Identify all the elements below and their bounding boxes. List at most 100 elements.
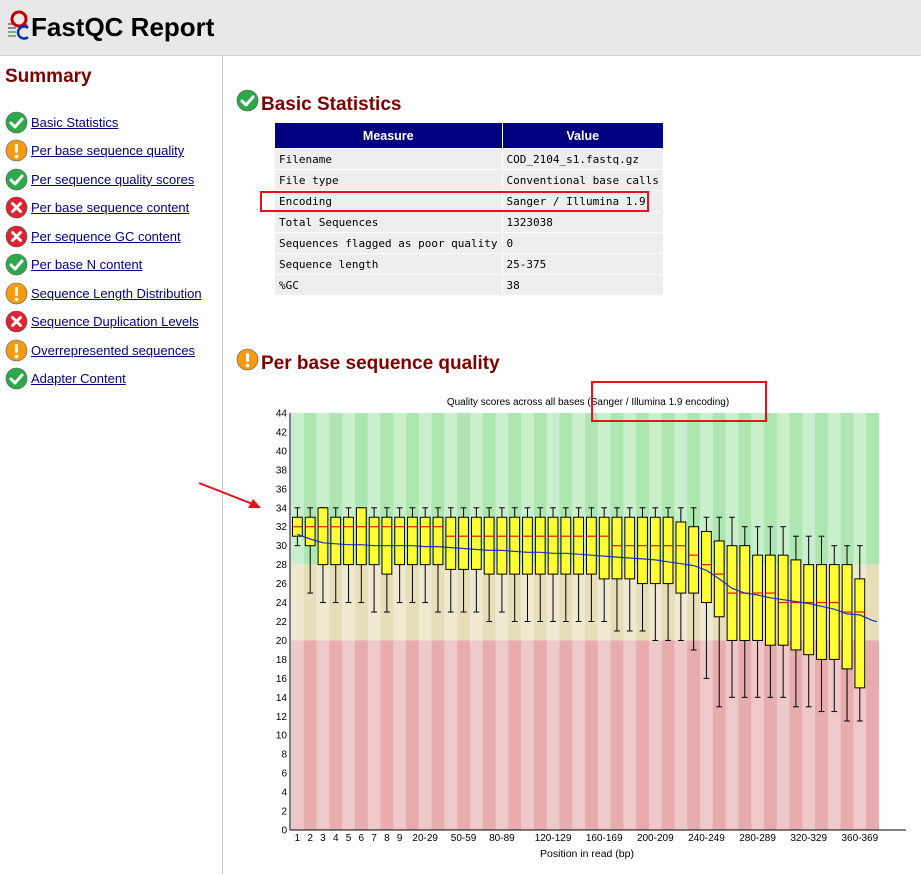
fail-icon	[5, 225, 28, 248]
value-cell: 38	[501, 274, 664, 296]
nav-item: Per sequence GC content	[5, 222, 202, 251]
nav-link[interactable]: Per sequence GC content	[31, 228, 181, 244]
y-tick-label: 26	[276, 579, 288, 590]
quartile-box	[534, 516, 546, 575]
nav-item: Overrepresented sequences	[5, 336, 202, 365]
measure-cell: Total Sequences	[274, 211, 503, 233]
pass-icon	[5, 111, 28, 134]
report-main: 0 2 4 6 8 10 12 14 16 18 20 22 24 26 28 30 32 34 36 38 40 42 4…	[198, 56, 921, 874]
x-tick-label: 2	[307, 833, 313, 844]
quartile-box	[649, 516, 661, 585]
column-stripe	[418, 413, 432, 830]
table-row: Sequence length 25-375	[274, 253, 664, 275]
nav-item: Per sequence quality scores	[5, 165, 202, 194]
value-cell: 1323038	[501, 211, 664, 233]
poor-quality-zone	[291, 640, 879, 830]
column-stripe	[367, 413, 381, 830]
x-tick-label: 20-29	[412, 833, 438, 844]
column-stripe	[316, 413, 330, 830]
y-tick-label: 24	[276, 598, 288, 609]
x-tick-label: 8	[384, 833, 390, 844]
y-tick-label: 42	[276, 427, 288, 438]
x-tick-label: 240-249	[688, 833, 725, 844]
quartile-box	[522, 516, 533, 575]
y-tick-label: 34	[276, 503, 288, 514]
encoding-title-highlight-box	[591, 381, 767, 422]
summary-heading: Summary	[5, 66, 92, 87]
quartile-box	[330, 516, 342, 566]
quartile-box	[637, 516, 648, 585]
x-tick-label: 50-59	[451, 833, 477, 844]
column-stripe	[495, 413, 509, 830]
quartile-box	[675, 521, 687, 594]
y-tick-label: 40	[276, 446, 288, 457]
value-cell: 0	[501, 232, 664, 254]
value-column-header: Value	[501, 122, 664, 149]
value-cell: 25-375	[501, 253, 664, 275]
nav-link[interactable]: Per base sequence quality	[31, 143, 185, 159]
x-tick-label: 280-289	[739, 833, 776, 844]
quartile-box	[343, 516, 354, 566]
encoding-highlight-box	[260, 191, 649, 212]
quartile-box	[547, 516, 559, 575]
measure-column-header: Measure	[274, 122, 503, 149]
x-tick-label: 7	[371, 833, 377, 844]
x-tick-label: 9	[397, 833, 403, 844]
value-cell: Conventional base calls	[501, 169, 664, 191]
basic-statistics-title: Basic Statistics	[261, 93, 402, 115]
column-stripe	[469, 413, 483, 830]
pass-icon	[5, 253, 28, 276]
x-tick-label: 80-89	[489, 833, 515, 844]
measure-cell: %GC	[274, 274, 503, 296]
y-tick-label: 8	[281, 750, 287, 761]
quartile-box	[470, 516, 482, 570]
table-row: Total Sequences 1323038	[274, 211, 664, 233]
column-stripe	[444, 413, 458, 830]
basic-statistics-heading: Basic Statistics	[236, 89, 402, 116]
y-tick-label: 4	[281, 788, 287, 799]
y-tick-label: 16	[276, 674, 288, 685]
x-tick-label: 320-329	[790, 833, 827, 844]
fail-icon	[5, 310, 28, 333]
quartile-box	[419, 516, 431, 566]
nav-link[interactable]: Sequence Length Distribution	[31, 285, 202, 301]
summary-nav: Basic Statistics Per base sequence qualit…	[5, 108, 202, 393]
y-tick-label: 12	[276, 712, 288, 723]
measure-cell: Sequence length	[274, 253, 503, 275]
quartile-box	[701, 530, 712, 604]
nav-link[interactable]: Per base sequence content	[31, 200, 190, 216]
nav-link[interactable]: Basic Statistics	[31, 114, 119, 130]
x-tick-label: 4	[333, 833, 339, 844]
table-row: Filename COD_2104_s1.fastq.gz	[274, 148, 664, 170]
quartile-box	[355, 507, 367, 566]
nav-link[interactable]: Per base N content	[31, 257, 143, 273]
y-tick-label: 6	[281, 769, 287, 780]
quartile-box	[317, 507, 329, 566]
quartile-box	[624, 516, 636, 580]
fastqc-logo	[8, 10, 29, 40]
quartile-box	[611, 516, 623, 580]
per-base-quality-title: Per base sequence quality	[261, 352, 500, 374]
y-tick-label: 28	[276, 560, 288, 571]
y-tick-label: 18	[276, 655, 288, 666]
quartile-box	[841, 564, 853, 670]
nav-link[interactable]: Sequence Duplication Levels	[31, 314, 199, 330]
quartile-box	[803, 564, 815, 656]
y-tick-label: 36	[276, 484, 288, 495]
measure-cell: Sequences flagged as poor quality	[274, 232, 503, 254]
warning-icon	[5, 339, 28, 362]
nav-link[interactable]: Overrepresented sequences	[31, 342, 196, 358]
nav-link[interactable]: Adapter Content	[31, 371, 126, 387]
y-tick-label: 32	[276, 522, 288, 533]
quartile-box	[573, 516, 584, 575]
quality-chart: 0246810121416182022242628303234363840424…	[198, 397, 906, 860]
y-tick-label: 10	[276, 731, 288, 742]
y-tick-label: 44	[276, 409, 288, 420]
quartile-box	[407, 516, 418, 566]
quartile-box	[432, 516, 444, 566]
nav-link[interactable]: Per sequence quality scores	[31, 171, 195, 187]
quartile-box	[598, 516, 610, 580]
quartile-box	[854, 578, 866, 689]
x-tick-label: 360-369	[841, 833, 878, 844]
warning-icon	[5, 139, 28, 162]
